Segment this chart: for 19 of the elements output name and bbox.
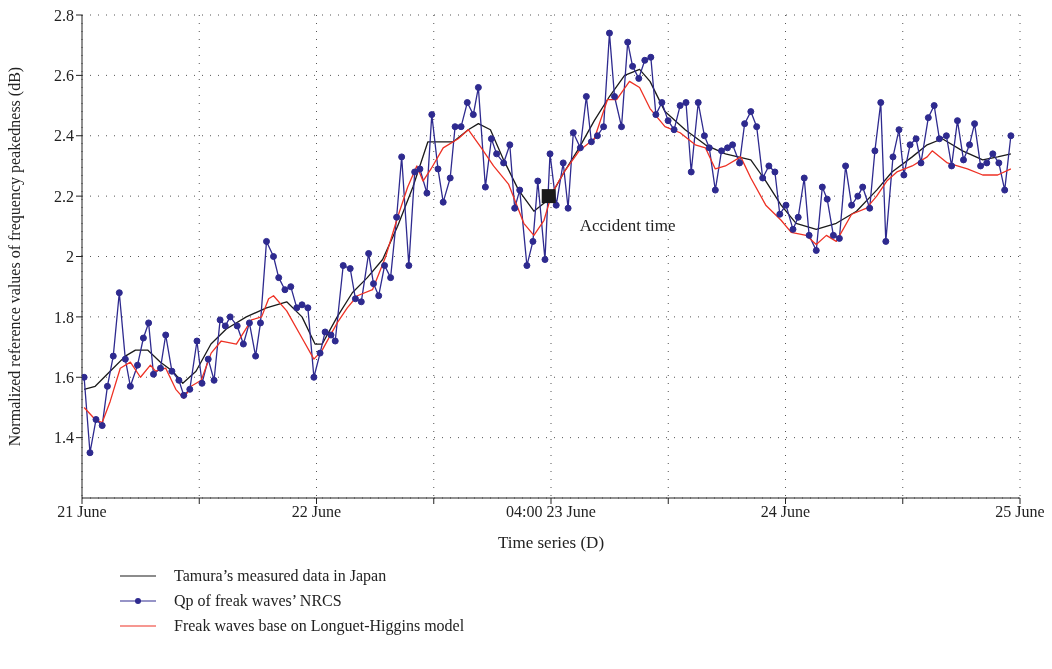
y-tick-label: 2.6 [54,67,74,85]
x-axis-title: Time series (D) [497,533,605,552]
y-tick-label: 1.8 [54,308,74,326]
x-tick-label: 21 June [57,503,107,521]
y-tick-label: 2.8 [54,6,74,24]
legend-label: Qp of freak waves’ NRCS [174,591,342,610]
y-axis-title: Normalized reference values of frequency peakedness (dB) [5,66,24,447]
y-tick-label: 1.4 [54,429,74,447]
x-tick-label: 04:00 23 June [506,503,596,521]
legend-label: Freak waves base on Longuet-Higgins model [174,616,465,635]
y-tick-label: 2 [66,248,74,266]
y-tick-label: 2.2 [54,187,74,205]
x-tick-label: 24 June [760,503,811,521]
x-tick-label: 25 June [995,503,1045,521]
y-tick-label: 2.4 [54,127,74,145]
legend-label: Tamura’s measured data in Japan [174,566,387,585]
x-tick-label: 22 June [291,503,342,521]
y-tick-label: 1.6 [54,368,74,386]
annotation: Accident time [579,216,676,236]
